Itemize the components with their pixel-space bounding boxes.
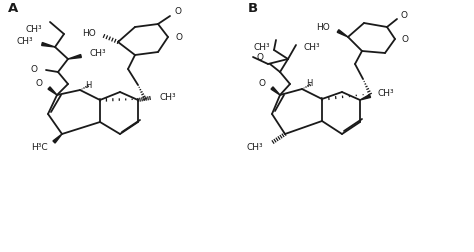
Text: CH³: CH³ <box>246 142 263 151</box>
Text: CH³: CH³ <box>26 25 42 35</box>
Text: H³C: H³C <box>31 142 48 151</box>
Text: CH³: CH³ <box>17 38 33 47</box>
Text: O: O <box>402 35 409 44</box>
Text: HO: HO <box>82 28 96 38</box>
Polygon shape <box>271 87 280 95</box>
Polygon shape <box>48 87 57 95</box>
Text: CH³: CH³ <box>304 43 320 51</box>
Text: H: H <box>306 79 312 87</box>
Polygon shape <box>53 134 62 143</box>
Text: O: O <box>401 11 408 19</box>
Text: O: O <box>36 79 43 88</box>
Polygon shape <box>68 54 82 59</box>
Text: O: O <box>176 33 183 42</box>
Text: B: B <box>248 3 258 16</box>
Text: CH³: CH³ <box>160 92 177 102</box>
Text: CH³: CH³ <box>254 43 270 51</box>
Text: A: A <box>8 3 18 16</box>
Polygon shape <box>337 30 348 37</box>
Text: HO: HO <box>316 22 330 32</box>
Polygon shape <box>360 94 371 100</box>
Text: O: O <box>259 79 266 88</box>
Text: CH³: CH³ <box>90 49 107 58</box>
Text: CH³: CH³ <box>378 89 395 99</box>
Text: O: O <box>174 8 182 16</box>
Text: H: H <box>85 80 91 89</box>
Text: O: O <box>257 53 264 62</box>
Text: O: O <box>31 66 38 75</box>
Polygon shape <box>42 43 55 47</box>
